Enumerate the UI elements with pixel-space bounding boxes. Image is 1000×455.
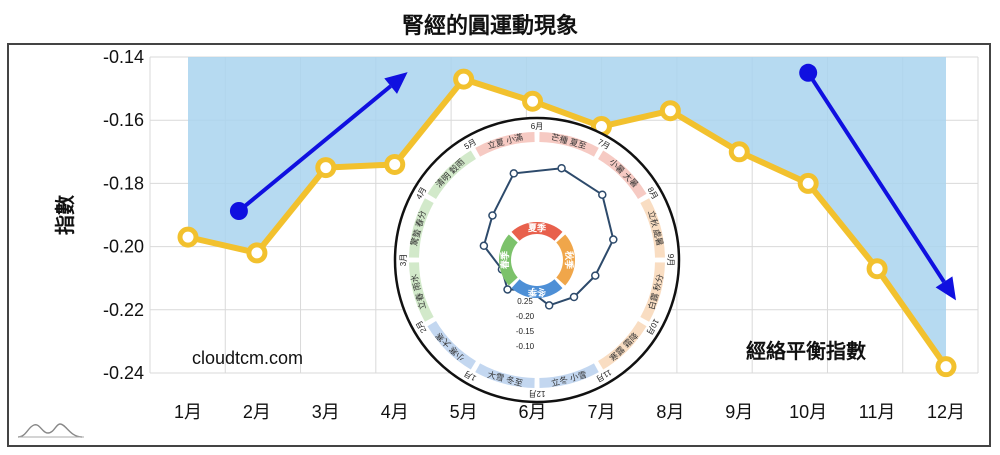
shaded-band <box>188 57 946 367</box>
solar-term-segment <box>640 198 665 258</box>
series-points <box>177 68 957 378</box>
watermark-text: cloudtcm.com <box>192 348 303 368</box>
x-tick-label: 3月 <box>312 402 340 422</box>
data-point <box>246 242 268 264</box>
chart-frame <box>7 43 991 447</box>
x-tick-label: 10月 <box>789 402 827 422</box>
y-tick-label: -0.24 <box>103 363 144 383</box>
y-tick-label: -0.16 <box>103 110 144 130</box>
trend-arrows <box>229 63 956 301</box>
radar-scale-label: 0.25 <box>517 297 533 306</box>
radar-scale-label: -0.20 <box>516 312 535 321</box>
data-point <box>522 90 544 112</box>
solar-term-segment <box>409 198 434 258</box>
arrow-shaft <box>806 71 946 283</box>
radar-point <box>598 190 607 199</box>
data-point <box>315 157 337 179</box>
series-line <box>187 76 949 369</box>
arrow-head <box>384 72 408 94</box>
radar-month-label: 6月 <box>531 122 543 131</box>
y-tick-label: -0.22 <box>103 300 144 320</box>
y-axis-label: 指數 <box>53 195 77 235</box>
x-tick-label: 12月 <box>927 402 965 422</box>
logo-icon <box>17 423 84 438</box>
x-tick-label: 6月 <box>519 402 547 422</box>
radar-outer-ring <box>393 116 681 404</box>
season-label: 冬季 <box>527 287 546 298</box>
radar-scale-label: -0.15 <box>516 327 535 336</box>
data-point <box>384 153 406 175</box>
radar-month-label: 9月 <box>666 254 675 266</box>
data-point <box>177 226 199 248</box>
season-segment <box>498 234 518 286</box>
data-point <box>866 258 888 280</box>
radar-point <box>544 301 554 310</box>
data-point <box>453 68 475 90</box>
radar-point <box>479 241 489 251</box>
solar-term-segment <box>598 321 647 370</box>
radar-point <box>488 211 497 220</box>
season-segment <box>511 279 563 299</box>
data-point <box>659 100 681 122</box>
y-tick-label: -0.20 <box>103 237 144 257</box>
radar-point <box>591 271 600 280</box>
radar-point <box>557 163 566 173</box>
y-tick-label: -0.14 <box>103 47 144 67</box>
season-segment <box>511 222 563 241</box>
radar-month-label: 3月 <box>399 254 408 266</box>
solar-term-segment <box>598 150 647 199</box>
x-tick-label: 9月 <box>725 402 753 422</box>
solar-term-segment <box>640 262 665 322</box>
radar-point <box>609 235 618 244</box>
solar-term-segment <box>539 363 599 388</box>
x-tick-label: 2月 <box>243 402 271 422</box>
x-tick-label: 5月 <box>450 402 478 422</box>
data-point <box>935 356 957 378</box>
season-label: 春季 <box>499 250 510 270</box>
x-tick-label: 7月 <box>587 402 615 422</box>
solar-term-segment <box>409 262 434 322</box>
x-tick-label: 11月 <box>859 402 896 422</box>
x-tick-label: 8月 <box>656 402 684 422</box>
solar-term-segment <box>539 132 599 157</box>
radar-point <box>569 292 579 302</box>
solar-term-segment <box>475 132 535 157</box>
radar-point <box>503 285 512 294</box>
y-tick-label: -0.18 <box>103 173 144 193</box>
season-segment <box>556 234 575 286</box>
x-tick-label: 4月 <box>381 402 409 422</box>
radar-point <box>509 169 519 178</box>
arrow-head <box>935 276 956 301</box>
index-name-label: 經絡平衡指數 <box>746 339 866 363</box>
season-label: 夏季 <box>527 222 547 233</box>
x-tick-label: 1月 <box>174 402 202 422</box>
solar-term-segment <box>475 363 535 388</box>
solar-term-segment <box>427 321 476 370</box>
chart-title: 腎經的圓運動現象 <box>402 13 578 38</box>
x-axis-ticks: 1月 2月 3月 4月 5月 6月 7月 8月 9月 10月 11月 12月 <box>174 402 965 422</box>
data-point <box>728 141 750 163</box>
radar-scale-label: -0.10 <box>516 342 535 351</box>
data-point <box>797 172 819 194</box>
season-label: 秋季 <box>564 250 575 270</box>
arrow-shaft <box>237 84 392 213</box>
solar-term-segment <box>427 150 476 199</box>
y-axis-ticks: -0.14 -0.16 -0.18 -0.20 -0.22 -0.24 <box>103 47 144 383</box>
radar-month-label: 12月 <box>529 389 546 398</box>
